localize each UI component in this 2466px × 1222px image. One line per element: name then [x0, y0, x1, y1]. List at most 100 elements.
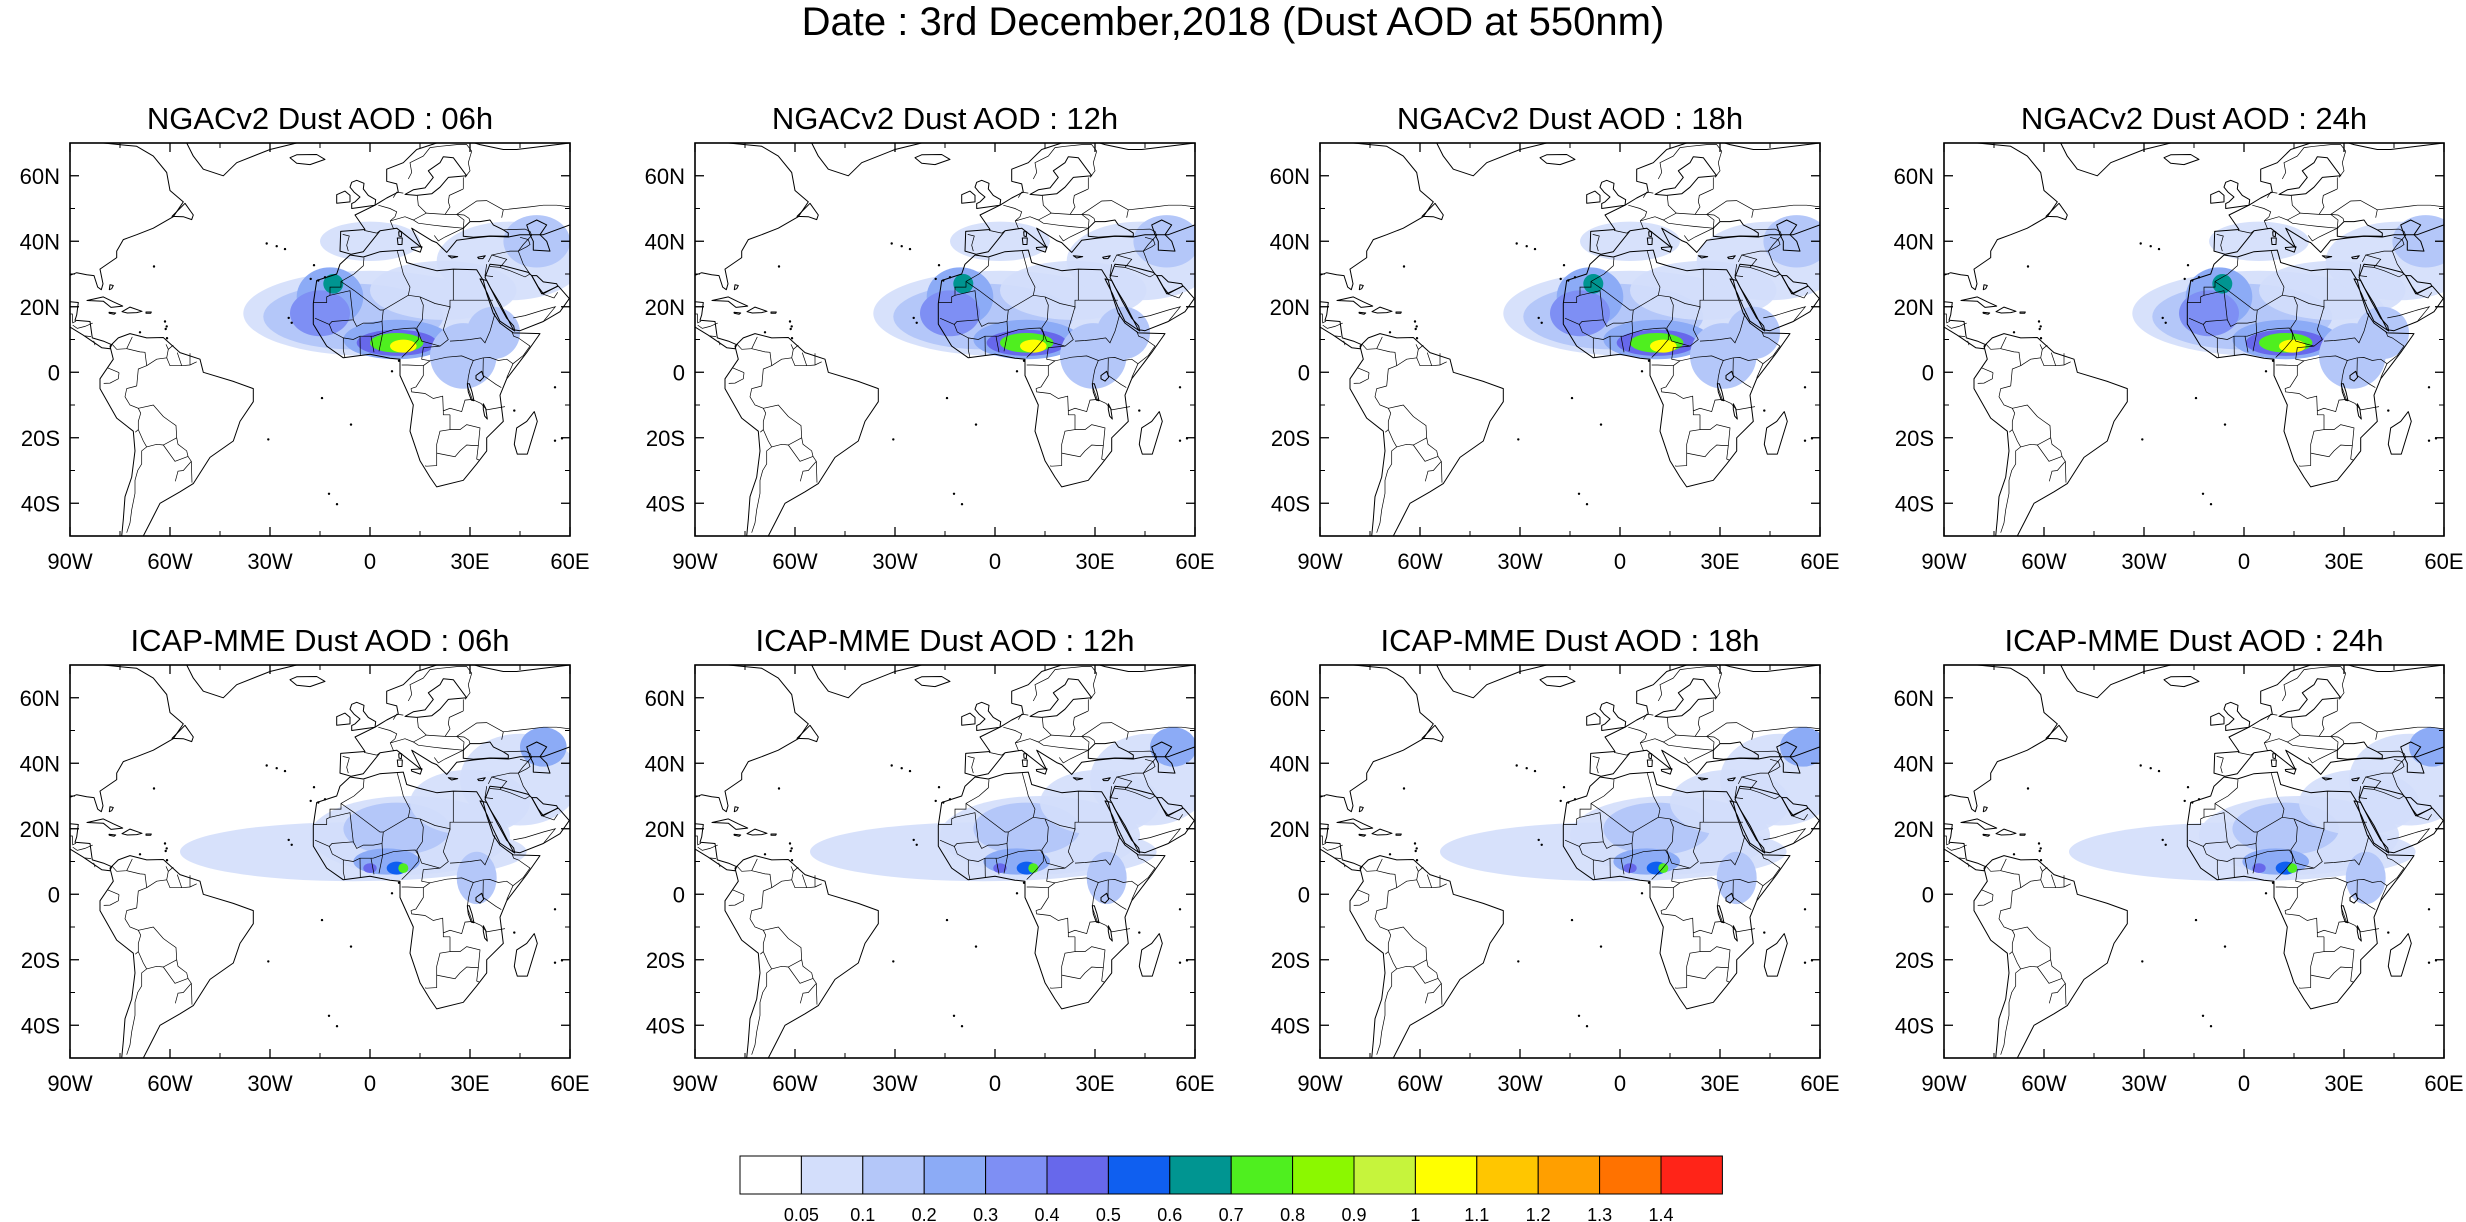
country-border: [489, 776, 508, 790]
country-border: [1109, 786, 1119, 799]
map-area: [695, 143, 1195, 536]
country-border: [1699, 313, 1746, 344]
lat-label: 60N: [1270, 686, 1310, 711]
coastline-africa: [312, 249, 541, 488]
country-border: [1632, 849, 1669, 880]
small-island: [320, 918, 324, 922]
coastline-hispaniola: [1995, 828, 2017, 836]
lon-label: 0: [989, 1071, 1001, 1096]
country-border: [1666, 195, 1677, 214]
water-nyasa: [482, 403, 488, 420]
country-border: [378, 726, 398, 752]
dust-aod-region: [456, 851, 497, 905]
water-gulf: [1156, 797, 1184, 817]
lat-label: 60N: [1894, 686, 1934, 711]
coastline-puertorico: [2019, 311, 2026, 314]
coastline-southamerica: [1973, 855, 2128, 1058]
country-border: [1396, 866, 1419, 888]
lon-label: 30E: [1700, 1071, 1739, 1096]
dust-aod-region: [920, 290, 980, 337]
lon-label: 60W: [2021, 1071, 2066, 1096]
small-island: [1570, 918, 1574, 922]
country-border: [2048, 978, 2066, 1004]
country-border: [2297, 882, 2305, 888]
water-victoria: [475, 370, 485, 382]
country-border: [718, 862, 721, 868]
country-border: [2287, 734, 2339, 751]
coastline-bahamas: [1982, 806, 1988, 813]
water-caspian: [1151, 219, 1176, 252]
country-border: [1945, 835, 1951, 846]
small-island: [2183, 277, 2186, 281]
lon-label: 30E: [1700, 549, 1739, 574]
small-island: [390, 370, 394, 373]
country-border: [416, 195, 427, 214]
small-island: [2012, 853, 2016, 856]
coastline-greenland: [185, 665, 298, 699]
dust-aod-region: [290, 290, 350, 337]
country-border: [2373, 267, 2405, 278]
lat-label: 40N: [1894, 751, 1934, 776]
country-border: [484, 264, 494, 277]
country-border: [2188, 290, 2228, 325]
lat-label: 0: [1922, 360, 1934, 385]
country-border: [2011, 951, 2022, 970]
dust-aod-region: [953, 274, 974, 294]
country-border: [1854, 788, 1920, 809]
country-border: [771, 344, 794, 366]
small-island: [790, 325, 793, 328]
country-border: [1706, 722, 1754, 740]
country-border: [709, 335, 717, 337]
map-panel: NGACv2 Dust AOD : 18h 60N 40N 20N 0 20S 40S 90W…: [1270, 101, 1840, 574]
country-border: [2377, 204, 2444, 211]
coastline-ireland: [961, 712, 976, 726]
country-border: [1692, 360, 1724, 416]
country-border: [111, 858, 133, 872]
coastline-sardinia: [396, 759, 403, 767]
country-border: [342, 859, 346, 880]
colorbar-box: [739, 1155, 802, 1195]
country-border: [71, 835, 77, 846]
country-border: [2357, 357, 2388, 378]
dust-aod-region: [2212, 274, 2233, 294]
small-island: [1022, 359, 1026, 362]
dust-aod-region: [2287, 863, 2298, 873]
country-border: [1166, 814, 1183, 821]
country-border: [2330, 200, 2378, 218]
small-island: [915, 843, 918, 846]
small-island: [513, 409, 516, 412]
coastline-northamerica: [1944, 665, 2058, 813]
small-island: [275, 245, 278, 248]
country-border: [499, 267, 531, 278]
country-border: [1734, 786, 1744, 799]
country-border: [751, 348, 773, 387]
small-island: [1178, 908, 1182, 911]
country-border: [416, 717, 427, 736]
small-island: [790, 337, 794, 340]
coastline-corsica: [2272, 753, 2277, 760]
country-border: [2323, 835, 2370, 866]
small-island: [513, 931, 516, 934]
coastline-gb: [1599, 701, 1627, 731]
country-border: [1038, 734, 1090, 751]
country-border: [472, 399, 506, 411]
country-border: [1640, 738, 1715, 764]
lat-label: 20N: [1894, 817, 1934, 842]
country-border: [487, 772, 531, 797]
lat-label: 20S: [1895, 948, 1934, 973]
coastline-iceland: [289, 154, 326, 166]
small-island: [2183, 799, 2186, 803]
lat-label: 60N: [1894, 164, 1934, 189]
lon-label: 60W: [1397, 549, 1442, 574]
small-island: [290, 843, 293, 846]
country-border: [378, 854, 384, 874]
country-border: [541, 814, 558, 821]
water-nyasa: [1732, 925, 1738, 942]
small-island: [960, 1025, 964, 1028]
lat-label: 0: [48, 360, 60, 385]
lon-label: 90W: [1921, 1071, 1966, 1096]
country-border: [1015, 216, 1090, 242]
lon-label: 30W: [872, 549, 917, 574]
country-border: [1592, 859, 1596, 880]
small-island: [2201, 1014, 2205, 1017]
